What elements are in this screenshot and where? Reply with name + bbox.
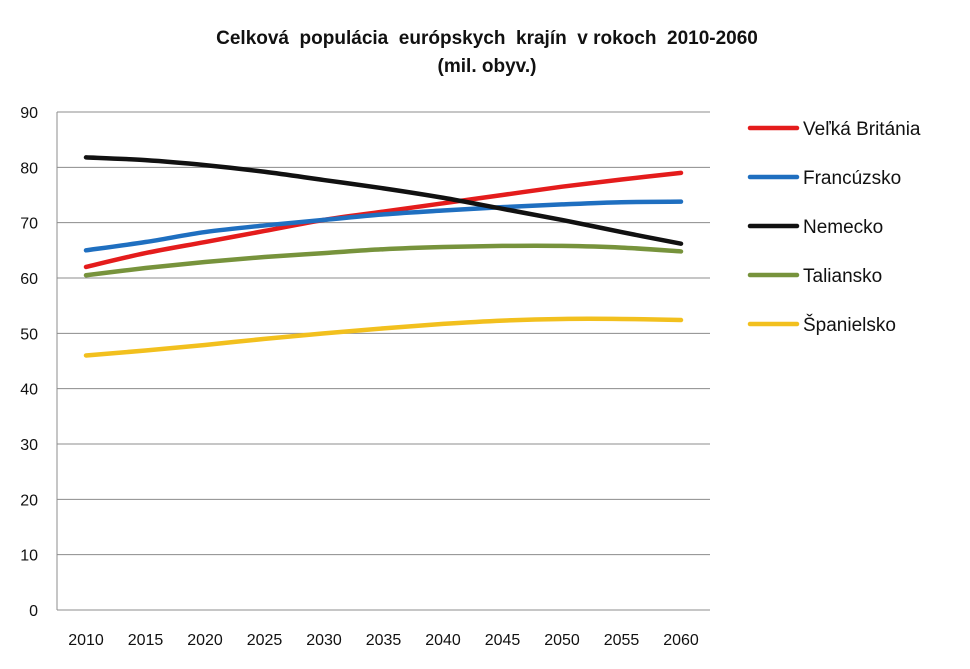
legend-label-taliansko: Taliansko <box>803 266 882 287</box>
chart-subtitle: (mil. obyv.) <box>438 56 537 77</box>
legend-label-nemecko: Nemecko <box>803 217 883 238</box>
gridlines <box>56 111 710 611</box>
legend-label-spanielsko: Španielsko <box>803 314 896 336</box>
x-tick-label-2010: 2010 <box>68 632 104 649</box>
x-tick-label-2060: 2060 <box>663 632 699 649</box>
x-tick-label-2025: 2025 <box>247 632 283 649</box>
x-tick-label-2030: 2030 <box>306 632 342 649</box>
y-tick-label-10: 10 <box>20 548 38 565</box>
series-line-nemecko <box>83 155 684 246</box>
x-tick-label-2020: 2020 <box>187 632 223 649</box>
y-tick-label-20: 20 <box>20 492 38 509</box>
y-tick-label-40: 40 <box>20 382 38 399</box>
chart-title: Celková populácia európskych krajín v ro… <box>216 28 758 49</box>
x-tick-label-2055: 2055 <box>604 632 640 649</box>
series-lines <box>83 155 684 358</box>
x-axis-tick-labels: 2010 2015 2020 2025 2030 2035 2040 2045 2050 2055… <box>68 632 699 649</box>
x-tick-label-2015: 2015 <box>128 632 164 649</box>
y-tick-label-50: 50 <box>20 326 38 343</box>
legend: Veľká Británia Francúzsko Nemecko Taliansko… <box>747 119 921 336</box>
series-line-francuzsko <box>83 199 684 253</box>
series-line-taliansko <box>83 243 684 278</box>
y-tick-label-80: 80 <box>20 160 38 177</box>
x-tick-label-2045: 2045 <box>485 632 521 649</box>
x-tick-label-2035: 2035 <box>366 632 402 649</box>
series-line-spanielsko <box>83 316 684 358</box>
y-tick-label-90: 90 <box>20 105 38 122</box>
x-tick-label-2050: 2050 <box>544 632 580 649</box>
x-tick-label-2040: 2040 <box>425 632 461 649</box>
legend-label-francuzsko: Francúzsko <box>803 168 901 189</box>
series-line-velka-britania <box>83 170 684 270</box>
y-tick-label-0: 0 <box>29 603 38 620</box>
legend-label-velka-britania: Veľká Británia <box>803 119 921 140</box>
y-tick-label-60: 60 <box>20 271 38 288</box>
y-tick-label-70: 70 <box>20 216 38 233</box>
y-tick-label-30: 30 <box>20 437 38 454</box>
y-axis-tick-labels: 0 10 20 30 40 50 60 70 80 90 <box>20 105 38 620</box>
